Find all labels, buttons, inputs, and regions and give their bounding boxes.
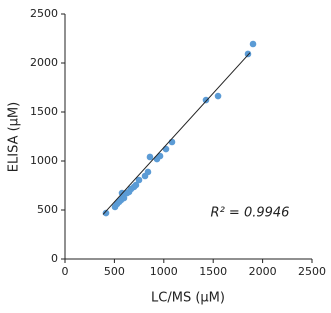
y-tick-label: 1500 [30, 105, 58, 118]
data-point [146, 153, 154, 161]
y-axis-title: ELISA (μM) [7, 102, 22, 172]
y-tick-label: 2500 [30, 7, 58, 20]
trendline [102, 52, 251, 215]
x-tick-label: 2500 [298, 265, 326, 278]
y-tick-label: 2000 [30, 56, 58, 69]
x-tick-label: 0 [62, 265, 69, 278]
data-point [249, 40, 257, 48]
y-tick-label: 0 [51, 252, 58, 265]
x-axis-title: LC/MS (μM) [151, 291, 225, 306]
y-tick-label: 1000 [30, 154, 58, 167]
data-point [132, 181, 140, 189]
y-tick-label: 500 [37, 203, 58, 216]
x-tick-label: 1500 [199, 265, 227, 278]
data-point [202, 96, 210, 104]
data-point [214, 92, 222, 100]
data-point [168, 138, 176, 146]
x-tick-label: 500 [104, 265, 125, 278]
data-point [120, 194, 128, 202]
x-tick-label: 1000 [150, 265, 178, 278]
data-point [135, 176, 143, 184]
data-point [156, 152, 164, 160]
data-point [162, 145, 170, 153]
data-point [244, 50, 252, 58]
data-point [144, 168, 152, 176]
data-point [102, 209, 110, 217]
x-tick-label: 2000 [249, 265, 277, 278]
annotation: R² = 0.9946 [211, 206, 290, 221]
